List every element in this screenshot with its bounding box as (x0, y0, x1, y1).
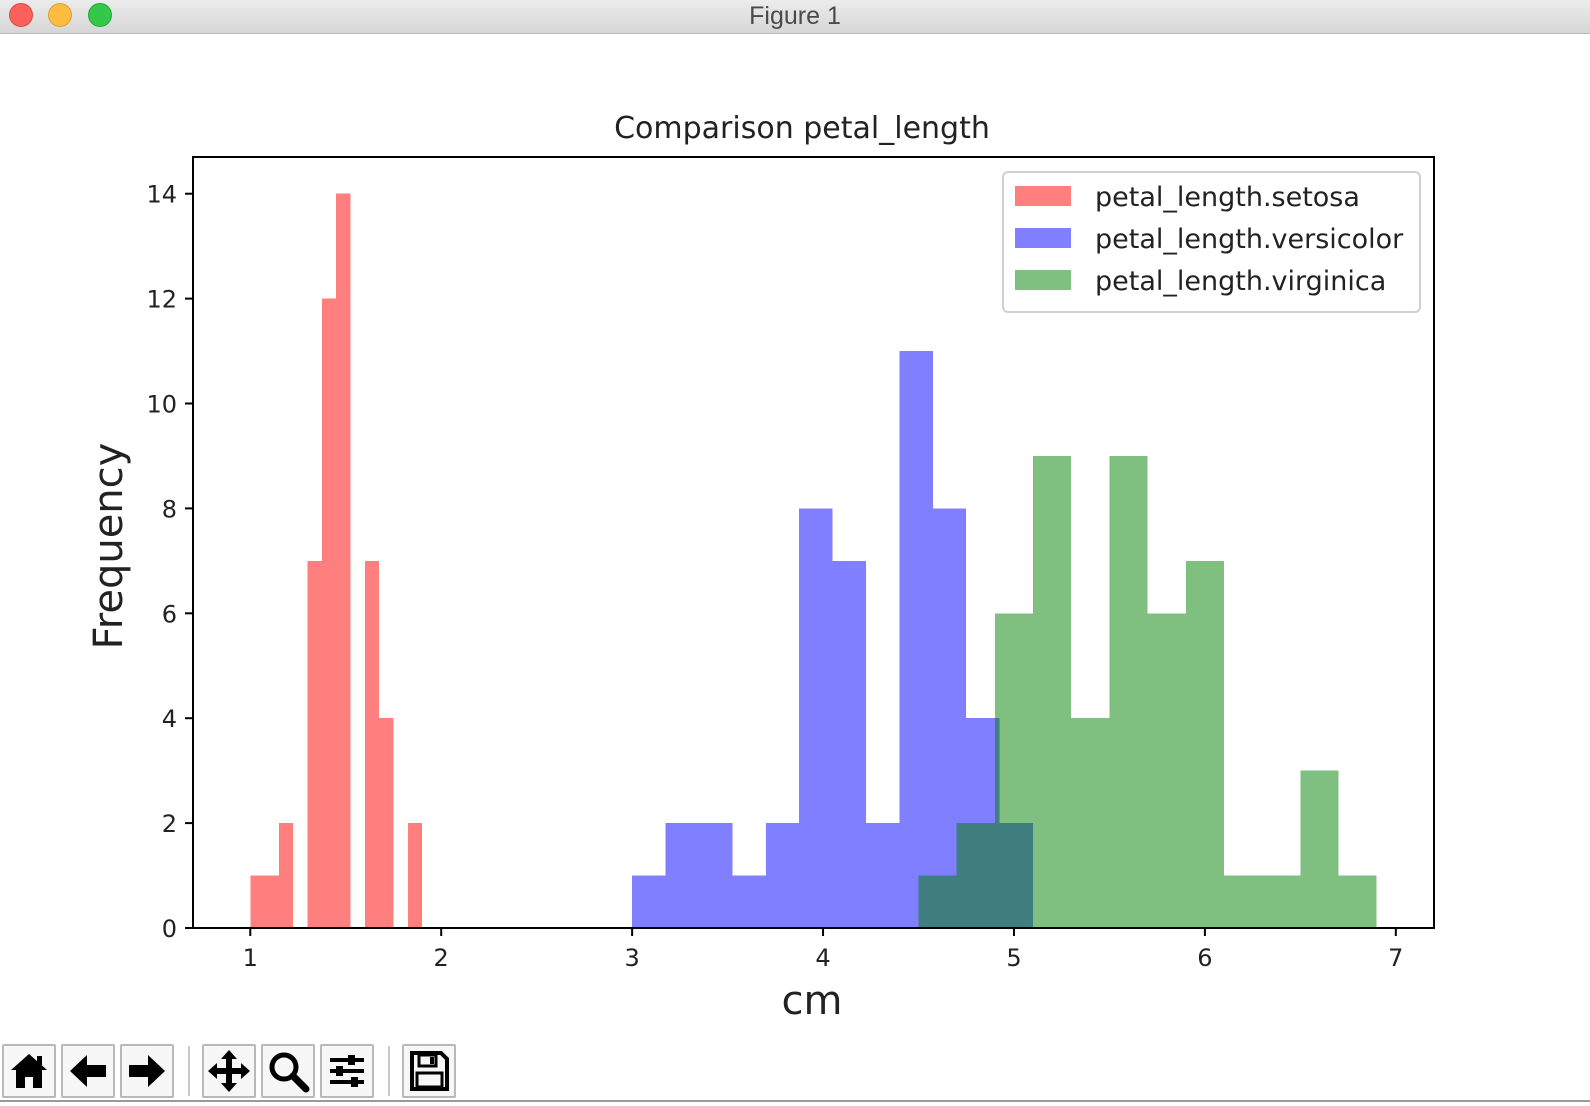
legend-swatch (1015, 270, 1071, 290)
histogram-bar (1109, 455, 1148, 928)
histogram-bars (250, 193, 1377, 928)
histogram-bar (1033, 455, 1072, 928)
legend-label: petal_length.virginica (1095, 266, 1386, 297)
window-titlebar: Figure 1 (0, 0, 1590, 34)
legend-label: petal_length.versicolor (1095, 224, 1404, 255)
x-tick-label: 6 (1197, 944, 1212, 972)
histogram-bar (698, 823, 733, 928)
y-tick-label: 6 (162, 600, 177, 628)
histogram-bar (732, 875, 766, 928)
legend-swatch (1015, 228, 1071, 248)
y-tick-label: 8 (162, 495, 177, 523)
x-axis-label: cm (782, 978, 843, 1024)
maximize-window-button[interactable] (88, 3, 112, 27)
y-tick-label: 0 (162, 915, 177, 943)
histogram-bar (956, 823, 995, 928)
histogram-bar (1185, 560, 1224, 928)
floppy-disk-icon (410, 1051, 449, 1091)
histogram-bar (832, 560, 867, 928)
configure-subplots-button[interactable] (320, 1044, 374, 1098)
histogram-bar (1223, 875, 1263, 928)
histogram-bar (899, 351, 933, 928)
y-tick-label: 4 (162, 705, 177, 733)
x-tick-label: 2 (434, 944, 449, 972)
minimize-window-button[interactable] (48, 3, 72, 27)
histogram-bar (321, 298, 337, 928)
histogram-bar (994, 613, 1034, 928)
legend-label: petal_length.setosa (1095, 182, 1360, 213)
save-button[interactable] (402, 1044, 456, 1098)
y-axis-label: Frequency (86, 443, 132, 650)
x-tick-label: 1 (243, 944, 258, 972)
histogram-bar (250, 875, 265, 928)
close-window-button[interactable] (9, 3, 33, 27)
y-axis-ticks: 0 2 4 6 8 10 12 14 (146, 181, 193, 943)
sliders-icon (330, 1055, 364, 1087)
histogram-bar (336, 193, 351, 928)
histogram-bar (1147, 613, 1186, 928)
x-axis-ticks: 1 2 3 4 5 6 7 (243, 928, 1403, 972)
arrow-right-icon (129, 1055, 165, 1087)
x-tick-label: 7 (1388, 944, 1403, 972)
histogram-bar (765, 823, 800, 928)
histogram-bar (278, 823, 294, 928)
navigation-toolbar (0, 1038, 1590, 1106)
window-title: Figure 1 (749, 2, 841, 30)
legend-swatch (1015, 186, 1071, 206)
histogram-bar (1071, 718, 1110, 928)
zoom-button[interactable] (261, 1044, 315, 1098)
histogram-bar (307, 560, 322, 928)
x-tick-label: 5 (1006, 944, 1021, 972)
histogram-bar (665, 823, 699, 928)
histogram-bar (1300, 770, 1339, 928)
histogram-bar (866, 823, 900, 928)
forward-button[interactable] (120, 1044, 174, 1098)
y-tick-label: 14 (146, 181, 177, 209)
chart-title: Comparison petal_length (614, 111, 990, 146)
histogram-bar (632, 875, 666, 928)
y-tick-label: 12 (146, 286, 177, 314)
x-tick-label: 3 (624, 944, 639, 972)
histogram-bar (1338, 875, 1377, 928)
arrow-left-icon (70, 1055, 106, 1087)
window-bottom-border (0, 1100, 1590, 1102)
legend-box (1002, 171, 1421, 313)
pan-button[interactable] (202, 1044, 256, 1098)
chart-legend: petal_length.setosa petal_length.versicol… (1002, 171, 1421, 313)
home-button[interactable] (2, 1044, 56, 1098)
home-icon (11, 1054, 47, 1088)
back-button[interactable] (61, 1044, 115, 1098)
histogram-bar (407, 823, 423, 928)
histogram-bar (918, 875, 957, 928)
x-tick-label: 4 (815, 944, 830, 972)
toolbar-separator (388, 1046, 390, 1096)
y-tick-label: 2 (162, 810, 177, 838)
histogram-bar (264, 875, 279, 928)
histogram-bar (379, 718, 394, 928)
histogram-bar (799, 508, 833, 928)
move-icon (208, 1050, 250, 1092)
y-tick-label: 10 (146, 391, 177, 419)
magnifier-icon (269, 1052, 310, 1093)
toolbar-separator (188, 1046, 190, 1096)
axes-frame (192, 156, 1435, 929)
histogram-bar (364, 560, 380, 928)
histogram-bar (1262, 875, 1301, 928)
